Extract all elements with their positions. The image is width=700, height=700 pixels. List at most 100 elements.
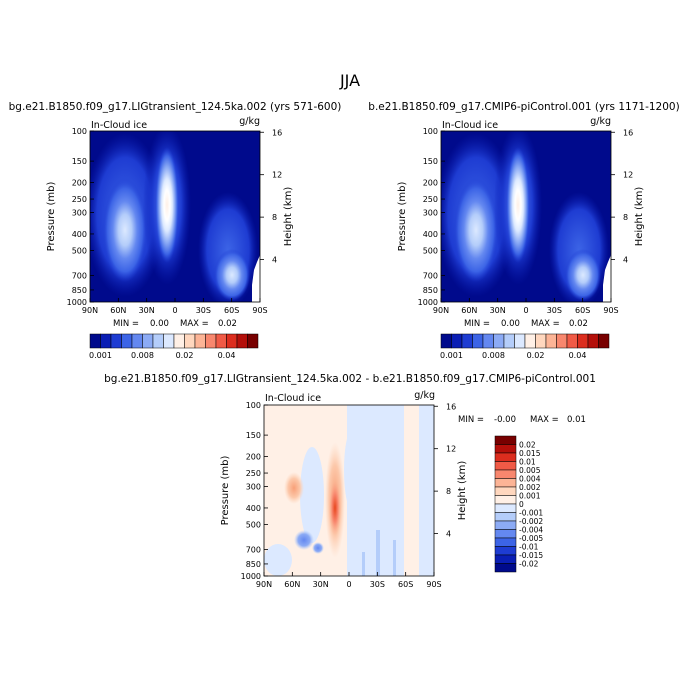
diff-colorbar-swatch — [494, 537, 517, 547]
lat-tick-label: 90S — [603, 306, 618, 315]
panel-right-max-label: MAX = — [531, 319, 560, 329]
diff-colorbar-label: 0.02 — [519, 441, 536, 450]
lat-tick-label: 30S — [370, 580, 385, 589]
height-tick-label: 8 — [623, 213, 628, 222]
panel-diff-min-value: -0.00 — [494, 415, 516, 425]
diff-colorbar-label: 0 — [519, 500, 524, 509]
pressure-tick-label: 250 — [72, 195, 87, 204]
panel-right-heatmap — [441, 131, 611, 302]
diff-colorbar-label: -0.015 — [519, 551, 543, 560]
height-axis-label: Height (km) — [283, 187, 294, 247]
lat-tick-label: 30S — [196, 306, 211, 315]
pressure-tick-label: 700 — [246, 546, 261, 555]
pressure-tick-label: 200 — [72, 178, 87, 187]
pressure-tick-label: 500 — [423, 247, 438, 256]
colorbar-label: 0.04 — [218, 351, 236, 360]
pressure-axis-label: Pressure (mb) — [220, 456, 231, 526]
panel-diff-heatmap — [264, 405, 434, 576]
height-tick-label: 16 — [272, 128, 282, 137]
pressure-tick-label: 100 — [72, 127, 87, 136]
colorbar-swatch — [587, 333, 599, 349]
colorbar-swatch — [194, 333, 206, 349]
lat-tick-label: 0 — [346, 580, 351, 589]
panel-left-min-label: MIN = — [113, 319, 139, 329]
colorbar-swatch — [131, 333, 143, 349]
colorbar-swatch — [89, 333, 101, 349]
pressure-tick-label: 500 — [72, 247, 87, 256]
colorbar-swatch — [100, 333, 112, 349]
height-tick-label: 16 — [623, 128, 633, 137]
pressure-tick-label: 150 — [72, 157, 87, 166]
panel-right-min-label: MIN = — [464, 319, 490, 329]
pressure-tick-label: 150 — [246, 431, 261, 440]
panel-left-min-value: 0.00 — [150, 319, 169, 329]
colorbar-swatch — [514, 333, 526, 349]
colorbar-swatch — [472, 333, 484, 349]
diff-colorbar-label: -0.004 — [519, 526, 543, 535]
colorbar-swatch — [535, 333, 547, 349]
height-tick-label: 12 — [623, 171, 633, 180]
pressure-tick-label: 500 — [246, 521, 261, 530]
height-tick-label: 12 — [272, 171, 282, 180]
panel-diff-title: bg.e21.B1850.f09_g17.LIGtransient_124.5k… — [104, 373, 596, 385]
panel-diff-min-label: MIN = — [458, 415, 484, 425]
colorbar-label: 0.001 — [89, 351, 112, 360]
panel-left-title: bg.e21.B1850.f09_g17.LIGtransient_124.5k… — [9, 101, 342, 113]
diff-colorbar-label: -0.005 — [519, 534, 543, 543]
height-tick-label: 4 — [272, 256, 277, 265]
height-tick-label: 12 — [446, 445, 456, 454]
diff-colorbar-label: 0.001 — [519, 492, 541, 501]
lat-tick-label: 90S — [426, 580, 441, 589]
panel-diff-max-label: MAX = — [530, 415, 559, 425]
colorbar-swatch — [142, 333, 154, 349]
panel-left-colorbar: 0.001 0.008 0.02 0.04 — [89, 333, 259, 360]
diff-colorbar-label: 0.015 — [519, 449, 541, 458]
lat-tick-label: 30S — [547, 306, 562, 315]
lat-tick-label: 90N — [433, 306, 449, 315]
colorbar-label: 0.008 — [482, 351, 505, 360]
diff-colorbar-swatch — [494, 520, 517, 530]
height-axis-label: Height (km) — [457, 461, 468, 521]
pressure-tick-label: 300 — [246, 483, 261, 492]
pressure-tick-label: 150 — [423, 157, 438, 166]
panel-right: b.e21.B1850.f09_g17.CMIP6-piControl.001 … — [368, 101, 679, 360]
lat-tick-label: 60S — [224, 306, 239, 315]
diff-colorbar-swatch — [494, 435, 517, 445]
colorbar-swatch — [503, 333, 515, 349]
panel-left-max-label: MAX = — [180, 319, 209, 329]
panel-right-min-value: 0.00 — [501, 319, 520, 329]
pressure-axis-label: Pressure (mb) — [397, 182, 408, 252]
pressure-tick-label: 200 — [423, 178, 438, 187]
height-tick-label: 4 — [446, 530, 451, 539]
pressure-tick-label: 1000 — [241, 572, 261, 581]
panel-right-units: g/kg — [590, 116, 611, 127]
colorbar-swatch — [493, 333, 505, 349]
pressure-tick-label: 850 — [246, 560, 261, 569]
pressure-tick-label: 850 — [423, 286, 438, 295]
colorbar-swatch — [205, 333, 217, 349]
lat-tick-label: 60N — [284, 580, 300, 589]
colorbar-label: 0.04 — [569, 351, 587, 360]
colorbar-swatch — [173, 333, 185, 349]
colorbar-swatch — [215, 333, 227, 349]
lat-tick-label: 90N — [256, 580, 272, 589]
pressure-tick-label: 300 — [72, 209, 87, 218]
colorbar-label: 0.02 — [176, 351, 194, 360]
diff-colorbar-label: 0.01 — [519, 458, 536, 467]
diff-colorbar-label: -0.001 — [519, 509, 543, 518]
colorbar-swatch — [598, 333, 610, 349]
colorbar-swatch — [440, 333, 452, 349]
panel-left-field: In-Cloud ice — [91, 120, 147, 131]
colorbar-swatch — [482, 333, 494, 349]
diff-colorbar-label: -0.02 — [519, 560, 539, 569]
panel-right-colorbar: 0.001 0.008 0.02 0.04 — [440, 333, 610, 360]
colorbar-swatch — [556, 333, 568, 349]
colorbar-label: 0.008 — [131, 351, 154, 360]
panel-right-max-value: 0.02 — [569, 319, 588, 329]
pressure-tick-label: 1000 — [418, 298, 438, 307]
colorbar-swatch — [226, 333, 238, 349]
colorbar-swatch — [524, 333, 536, 349]
colorbar-label: 0.02 — [527, 351, 545, 360]
